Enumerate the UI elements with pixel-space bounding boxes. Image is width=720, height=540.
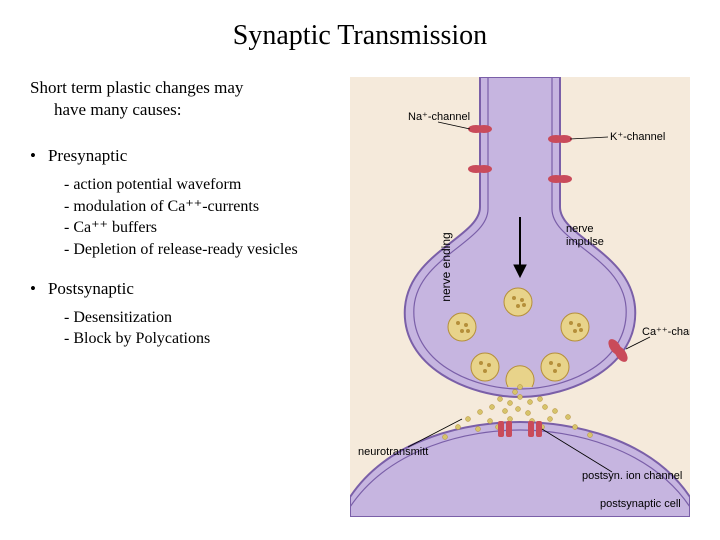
intro-line2: have many causes: — [30, 99, 340, 121]
dash-icon: - — [64, 239, 69, 261]
vesicle-icon — [471, 353, 499, 381]
slide-container: Synaptic Transmission Short term plastic… — [0, 0, 720, 540]
list-item: -Depletion of release-ready vesicles — [64, 239, 340, 261]
postsynaptic-sublist: -Desensitization -Block by Polycations — [30, 307, 340, 350]
synapse-diagram: Na⁺-channel K⁺-channel nerve ending nerv… — [350, 77, 690, 517]
slide-title: Synaptic Transmission — [30, 20, 690, 52]
intro-line1: Short term plastic changes may — [30, 78, 243, 97]
sub-item-text: Depletion of release-ready vesicles — [73, 239, 297, 261]
vesicle-icon — [561, 313, 589, 341]
dash-icon: - — [64, 307, 69, 329]
list-item: -Ca⁺⁺ buffers — [64, 217, 340, 239]
label-nerve-ending: nerve ending — [439, 232, 453, 301]
content-area: Short term plastic changes may have many… — [30, 77, 690, 517]
dash-icon: - — [64, 196, 69, 218]
sub-item-text: action potential waveform — [73, 174, 241, 196]
vesicle-icon — [541, 353, 569, 381]
label-neurotransmitter: neurotransmitt — [358, 446, 428, 458]
sub-item-text: Ca⁺⁺ buffers — [73, 217, 157, 239]
list-item: -modulation of Ca⁺⁺-currents — [64, 196, 340, 218]
bullet-dot-icon: • — [30, 146, 36, 166]
bullet-heading: Presynaptic — [48, 146, 127, 166]
dash-icon: - — [64, 174, 69, 196]
label-nerve-impulse-2: impulse — [566, 236, 604, 248]
label-postsyn-cell: postsynaptic cell — [600, 498, 681, 510]
sub-item-text: modulation of Ca⁺⁺-currents — [73, 196, 259, 218]
text-column: Short term plastic changes may have many… — [30, 77, 340, 517]
bullet-presynaptic: • Presynaptic — [30, 146, 340, 166]
vesicle-icon — [504, 288, 532, 316]
vesicle-icon — [448, 313, 476, 341]
bullet-dot-icon: • — [30, 279, 36, 299]
sub-item-text: Desensitization — [73, 307, 172, 329]
presynaptic-sublist: -action potential waveform -modulation o… — [30, 174, 340, 260]
label-k-channel: K⁺-channel — [610, 131, 665, 143]
list-item: -Block by Polycations — [64, 328, 340, 350]
label-ca-channel: Ca⁺⁺-channel — [642, 326, 690, 338]
figure-column: Na⁺-channel K⁺-channel nerve ending nerv… — [350, 77, 690, 517]
list-item: -action potential waveform — [64, 174, 340, 196]
bullet-heading: Postsynaptic — [48, 279, 134, 299]
dash-icon: - — [64, 217, 69, 239]
intro-text: Short term plastic changes may have many… — [30, 77, 340, 121]
list-item: -Desensitization — [64, 307, 340, 329]
bullet-postsynaptic: • Postsynaptic — [30, 279, 340, 299]
label-postsyn-channel: postsyn. ion channel — [582, 470, 682, 482]
sub-item-text: Block by Polycations — [73, 328, 210, 350]
label-nerve-impulse-1: nerve — [566, 223, 594, 235]
dash-icon: - — [64, 328, 69, 350]
label-na-channel: Na⁺-channel — [408, 111, 470, 123]
